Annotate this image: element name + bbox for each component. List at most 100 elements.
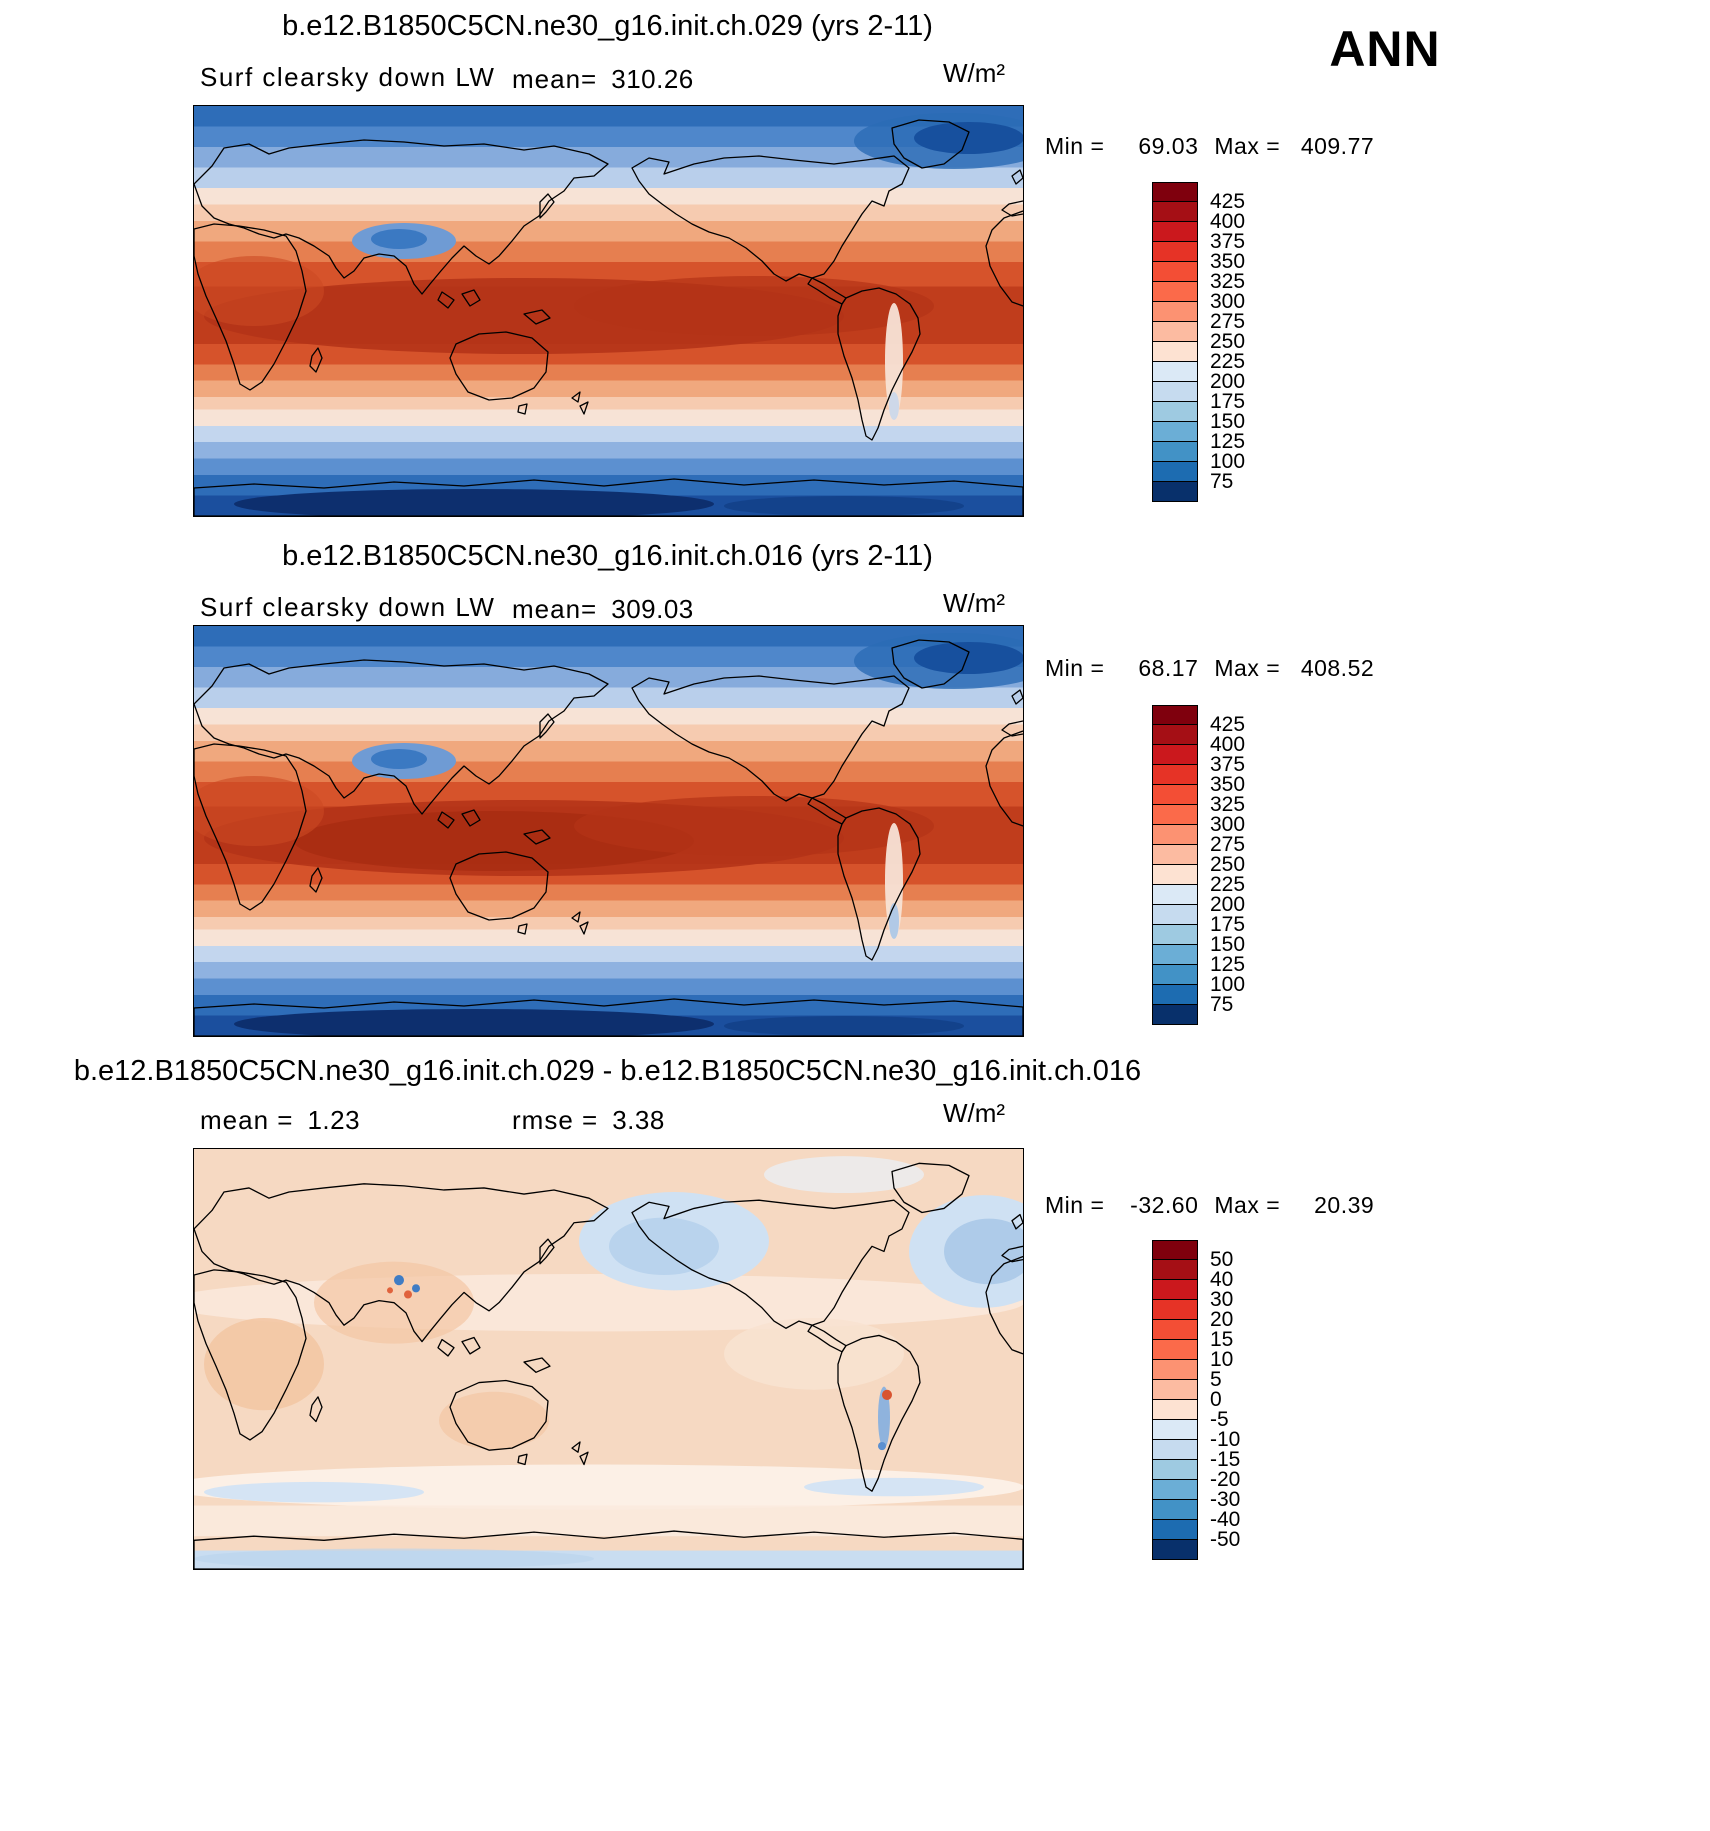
colorbar-tick-label: 15 <box>1210 1328 1234 1351</box>
colorbar-tick-label: 40 <box>1210 1268 1234 1291</box>
colorbar-box <box>1152 885 1198 905</box>
colorbar-box <box>1152 1320 1198 1340</box>
colorbar-tick-label: 150 <box>1210 933 1246 956</box>
colorbar-box <box>1152 422 1198 442</box>
colorbar-box <box>1152 202 1198 222</box>
colorbar-tick-label: 175 <box>1210 390 1246 413</box>
panel2-min-label: Min = <box>1045 655 1105 681</box>
colorbar-tick-label: 425 <box>1210 190 1246 213</box>
panel2-mean: mean= 309.03 <box>512 594 694 625</box>
map-panel-3 <box>193 1148 1024 1570</box>
panel2-min-value: 68.17 <box>1138 655 1199 681</box>
season-label: ANN <box>1329 21 1441 77</box>
colorbar-tick-label: 250 <box>1210 330 1246 353</box>
panel3-minmax: Min = -32.60 Max = 20.39 <box>1045 1192 1390 1219</box>
colorbar-box <box>1152 985 1198 1005</box>
map-panel-2 <box>193 625 1024 1037</box>
panel3-mean: mean = 1.23 <box>200 1105 360 1136</box>
colorbar-tick-label: 375 <box>1210 753 1246 776</box>
panel1-mean-value: 310.26 <box>611 64 694 94</box>
colorbar-tick-label: 100 <box>1210 973 1246 996</box>
panel3-max-value: 20.39 <box>1314 1192 1375 1218</box>
colorbar-box <box>1152 925 1198 945</box>
colorbar-box <box>1152 865 1198 885</box>
panel1-colorbar: 425 400 375 350 325 300 275 250 225 200 175 150 125 1… <box>1152 182 1245 502</box>
colorbar-tick-label: 275 <box>1210 833 1246 856</box>
panel1-field-label: Surf clearsky down LW <box>200 62 496 92</box>
panel1-min-value: 69.03 <box>1138 133 1199 159</box>
panel2-mean-label: mean= <box>512 594 598 624</box>
panel3-rmse-value: 3.38 <box>612 1105 665 1135</box>
panel3-min-label: Min = <box>1045 1192 1105 1218</box>
colorbar-box <box>1152 1240 1198 1260</box>
panel2-colorbar: 425 400 375 350 325 300 275 250 225 200 175 150 125 1… <box>1152 705 1245 1025</box>
colorbar-tick-label: -40 <box>1210 1508 1241 1531</box>
colorbar-box <box>1152 302 1198 322</box>
colorbar-tick-label: 200 <box>1210 893 1246 916</box>
colorbar-tick-label: 10 <box>1210 1348 1234 1371</box>
panel3-max-label: Max = <box>1214 1192 1281 1218</box>
panel2-minmax: Min = 68.17 Max = 408.52 <box>1045 655 1390 682</box>
colorbar-box <box>1152 1005 1198 1025</box>
colorbar-box <box>1152 1480 1198 1500</box>
colorbar-tick-label: 75 <box>1210 470 1234 493</box>
colorbar-box <box>1152 1360 1198 1380</box>
panel3-colorbar: 50 40 30 20 15 10 5 0 -5 -10 -15 -20 -30 -40 -50 <box>1152 1240 1240 1560</box>
colorbar-box <box>1152 1420 1198 1440</box>
colorbar-tick-label: 225 <box>1210 873 1246 896</box>
panel1-title: b.e12.B1850C5CN.ne30_g16.init.ch.029 (yr… <box>282 10 933 42</box>
panel1-minmax: Min = 69.03 Max = 409.77 <box>1045 133 1390 160</box>
colorbar-box <box>1152 745 1198 765</box>
panel2-max-value: 408.52 <box>1300 655 1375 681</box>
colorbar-tick-label: 150 <box>1210 410 1246 433</box>
colorbar-tick-label: -20 <box>1210 1468 1241 1491</box>
map-panel-1 <box>193 105 1024 517</box>
colorbar-box <box>1152 1280 1198 1300</box>
colorbar-tick-label: 350 <box>1210 773 1246 796</box>
panel3-rmse: rmse = 3.38 <box>512 1105 665 1136</box>
colorbar-box <box>1152 765 1198 785</box>
colorbar-tick-label: 20 <box>1210 1308 1234 1331</box>
panel3-rmse-label: rmse = <box>512 1105 599 1135</box>
colorbar-box <box>1152 825 1198 845</box>
colorbar-box <box>1152 965 1198 985</box>
colorbar-tick-label: 125 <box>1210 430 1246 453</box>
colorbar-box <box>1152 1400 1198 1420</box>
colorbar-box <box>1152 785 1198 805</box>
colorbar-box <box>1152 725 1198 745</box>
colorbar-tick-label: 325 <box>1210 270 1246 293</box>
colorbar-tick-label: 325 <box>1210 793 1246 816</box>
colorbar-tick-label: 175 <box>1210 913 1246 936</box>
colorbar-box <box>1152 462 1198 482</box>
colorbar-tick-label: 5 <box>1210 1368 1222 1391</box>
colorbar-box <box>1152 442 1198 462</box>
colorbar-box <box>1152 222 1198 242</box>
colorbar-tick-label: 350 <box>1210 250 1246 273</box>
colorbar-tick-label: 375 <box>1210 230 1246 253</box>
panel2-units: W/m² <box>943 588 1006 618</box>
colorbar-box <box>1152 282 1198 302</box>
colorbar-tick-label: 50 <box>1210 1248 1234 1271</box>
colorbar-tick-label: 300 <box>1210 813 1246 836</box>
colorbar-box <box>1152 1260 1198 1280</box>
colorbar-tick-label: -5 <box>1210 1408 1229 1431</box>
colorbar-tick-label: 425 <box>1210 713 1246 736</box>
panel2-field-label: Surf clearsky down LW <box>200 592 496 622</box>
colorbar-box <box>1152 1300 1198 1320</box>
panel3-mean-value: 1.23 <box>307 1105 361 1135</box>
colorbar-box <box>1152 1460 1198 1480</box>
colorbar-tick-label: 125 <box>1210 953 1246 976</box>
colorbar-box <box>1152 1500 1198 1520</box>
colorbar-tick-label: 200 <box>1210 370 1246 393</box>
colorbar-tick-label: 250 <box>1210 853 1246 876</box>
colorbar-box <box>1152 322 1198 342</box>
colorbar-tick-label: 300 <box>1210 290 1246 313</box>
colorbar-tick-label: 400 <box>1210 733 1246 756</box>
colorbar-box <box>1152 362 1198 382</box>
colorbar-tick-label: 100 <box>1210 450 1246 473</box>
colorbar-box <box>1152 1440 1198 1460</box>
panel3-title: b.e12.B1850C5CN.ne30_g16.init.ch.029 - b… <box>73 1055 1142 1087</box>
panel3-units: W/m² <box>943 1098 1006 1128</box>
colorbar-tick-label: -15 <box>1210 1448 1241 1471</box>
panel1-max-value: 409.77 <box>1300 133 1375 159</box>
